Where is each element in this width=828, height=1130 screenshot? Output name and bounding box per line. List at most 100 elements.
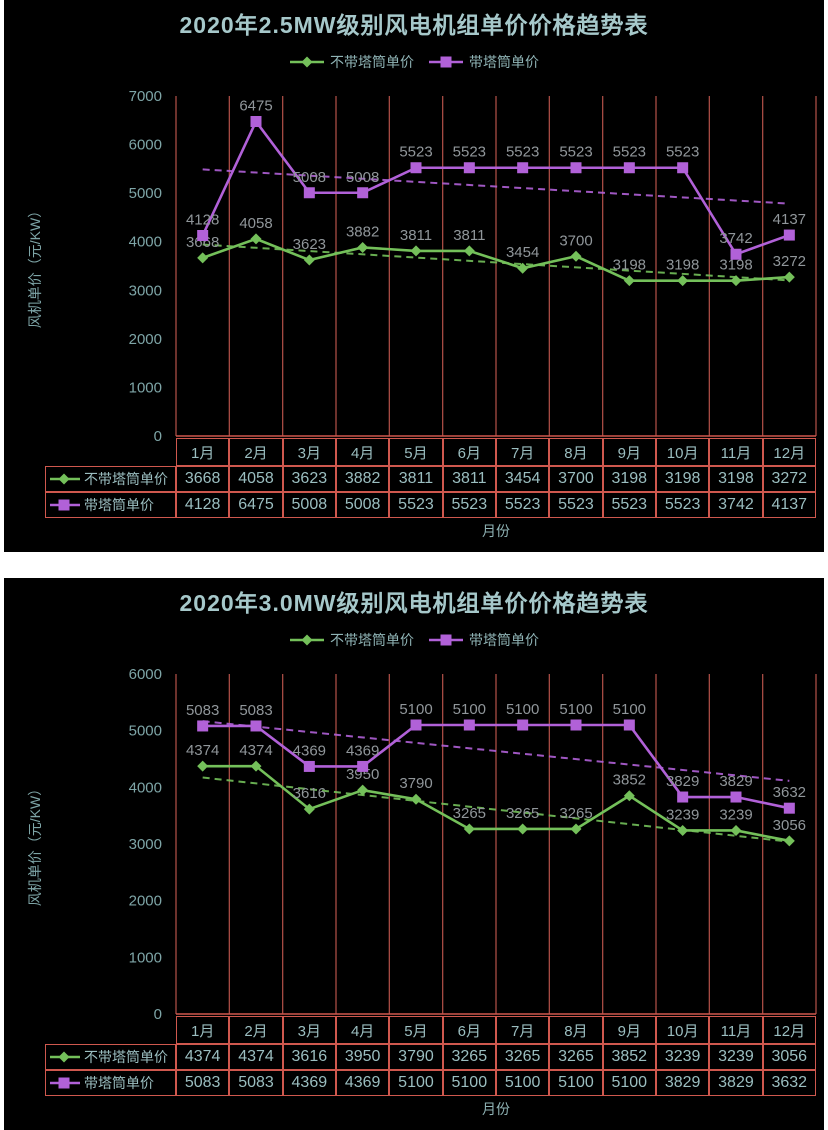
series-0-marker-icon [783, 835, 795, 847]
month-header-cell: 6月 [442, 1016, 496, 1044]
month-header-cell: 5月 [389, 438, 443, 466]
trendline-series-1 [202, 720, 790, 782]
table-value-cell: 3239 [709, 1044, 763, 1070]
table-corner-cell [45, 438, 176, 466]
series-1-marker-icon [783, 802, 795, 814]
table-value-cell: 3829 [655, 1070, 710, 1096]
y-tick-label: 5000 [129, 723, 162, 740]
y-tick-label: 2000 [129, 331, 162, 348]
row-legend-marker-icon [58, 1077, 70, 1089]
month-header-cell: 9月 [602, 438, 656, 466]
table-value-cell: 3790 [389, 1044, 443, 1070]
table-corner-cell [45, 1016, 176, 1044]
series-name-label: 带塔筒单价 [84, 1075, 154, 1091]
data-point-label: 6475 [239, 98, 272, 115]
table-value-cell: 5008 [335, 492, 390, 518]
legend-marker-icon [301, 634, 313, 646]
table-value-cell: 3882 [335, 466, 390, 492]
data-point-label: 3632 [773, 784, 806, 801]
chart-legend: 不带塔筒单价 带塔筒单价 [4, 630, 824, 650]
legend-item-with-tower: 带塔筒单价 [428, 52, 539, 72]
month-header-cell: 12月 [762, 438, 816, 466]
y-tick-label: 4000 [129, 234, 162, 251]
series-line-1 [202, 723, 790, 810]
month-header-cell: 7月 [495, 438, 550, 466]
series-row-header: 不带塔筒单价 [45, 466, 176, 492]
chart-title: 2020年2.5MW级别风电机组单价价格趋势表 [179, 12, 649, 38]
legend-marker-icon [301, 56, 313, 68]
table-value-cell: 3623 [282, 466, 336, 492]
series-1-marker-icon [623, 162, 635, 174]
series-1-marker-icon [250, 116, 262, 127]
data-table: 1月 2月 3月 4月 5月 6月 7月 8月 9月 10月 11月 12月 不带塔筒单价 4374 437… [45, 1016, 816, 1096]
table-value-cell: 5008 [282, 492, 336, 518]
series-1-marker-icon [570, 162, 582, 174]
y-tick-label: 6000 [129, 137, 162, 154]
x-axis-title: 月份 [482, 523, 510, 539]
month-header-cell: 10月 [655, 438, 710, 466]
table-value-cell: 5523 [602, 492, 656, 518]
data-point-label: 4058 [239, 215, 272, 232]
series-0-marker-icon [197, 252, 209, 264]
month-header-cell: 6月 [442, 438, 496, 466]
series-0-marker-icon [303, 803, 315, 815]
month-header-cell: 2月 [229, 1016, 283, 1044]
table-value-cell: 3056 [762, 1044, 816, 1070]
row-legend-key-icon [50, 499, 80, 511]
data-point-label: 3829 [666, 773, 699, 790]
data-point-label: 3852 [613, 772, 646, 789]
data-point-label: 3882 [346, 223, 379, 240]
series-0-marker-icon [623, 790, 635, 802]
data-point-label: 3272 [773, 253, 806, 270]
data-point-label: 3265 [453, 805, 486, 822]
series-0-marker-icon [677, 824, 689, 836]
month-header-cell: 8月 [549, 1016, 603, 1044]
series-0-marker-icon [783, 271, 795, 283]
table-value-cell: 4369 [335, 1070, 390, 1096]
series-row-header: 带塔筒单价 [45, 1070, 176, 1096]
table-value-cell: 5100 [495, 1070, 550, 1096]
series-1-marker-icon [730, 248, 742, 260]
series-1-marker-icon [570, 719, 582, 731]
y-tick-label: 7000 [129, 88, 162, 105]
month-header-cell: 4月 [335, 1016, 390, 1044]
table-value-cell: 4128 [176, 492, 230, 518]
data-point-label: 3454 [506, 244, 539, 261]
y-tick-label: 1000 [129, 379, 162, 396]
table-value-cell: 3632 [762, 1070, 816, 1096]
table-value-cell: 3811 [442, 466, 496, 492]
data-point-label: 3950 [346, 766, 379, 783]
data-point-label: 4137 [773, 211, 806, 228]
trendline-series-1 [202, 168, 790, 205]
series-row-header: 不带塔筒单价 [45, 1044, 176, 1070]
table-value-cell: 3950 [335, 1044, 390, 1070]
table-value-cell: 3239 [655, 1044, 710, 1070]
series-name-label: 不带塔筒单价 [84, 1049, 168, 1065]
month-header-cell: 11月 [709, 1016, 763, 1044]
y-tick-label: 4000 [129, 779, 162, 796]
legend-label: 不带塔筒单价 [330, 632, 414, 648]
series-name-label: 不带塔筒单价 [84, 471, 168, 487]
table-value-cell: 3616 [282, 1044, 336, 1070]
data-point-label: 5083 [239, 702, 272, 719]
series-1-marker-icon [197, 720, 209, 732]
table-value-cell: 5100 [389, 1070, 443, 1096]
data-point-label: 4374 [186, 742, 219, 759]
series-0-marker-icon [517, 262, 529, 274]
table-value-cell: 3454 [495, 466, 550, 492]
table-value-cell: 5523 [655, 492, 710, 518]
table-value-cell: 5523 [389, 492, 443, 518]
data-point-label: 5523 [453, 144, 486, 161]
series-1-marker-icon [303, 760, 315, 772]
data-point-label: 5523 [506, 144, 539, 161]
series-name-label: 带塔筒单价 [84, 497, 154, 513]
legend-label: 带塔筒单价 [469, 54, 539, 70]
series-1-marker-icon [357, 760, 369, 772]
legend-marker-icon [440, 56, 452, 68]
series-0-marker-icon [250, 760, 262, 772]
month-header-cell: 11月 [709, 438, 763, 466]
series-0-marker-icon [303, 254, 315, 266]
series-line-0 [202, 237, 790, 282]
table-value-cell: 5523 [442, 492, 496, 518]
data-point-label: 3198 [719, 257, 752, 274]
